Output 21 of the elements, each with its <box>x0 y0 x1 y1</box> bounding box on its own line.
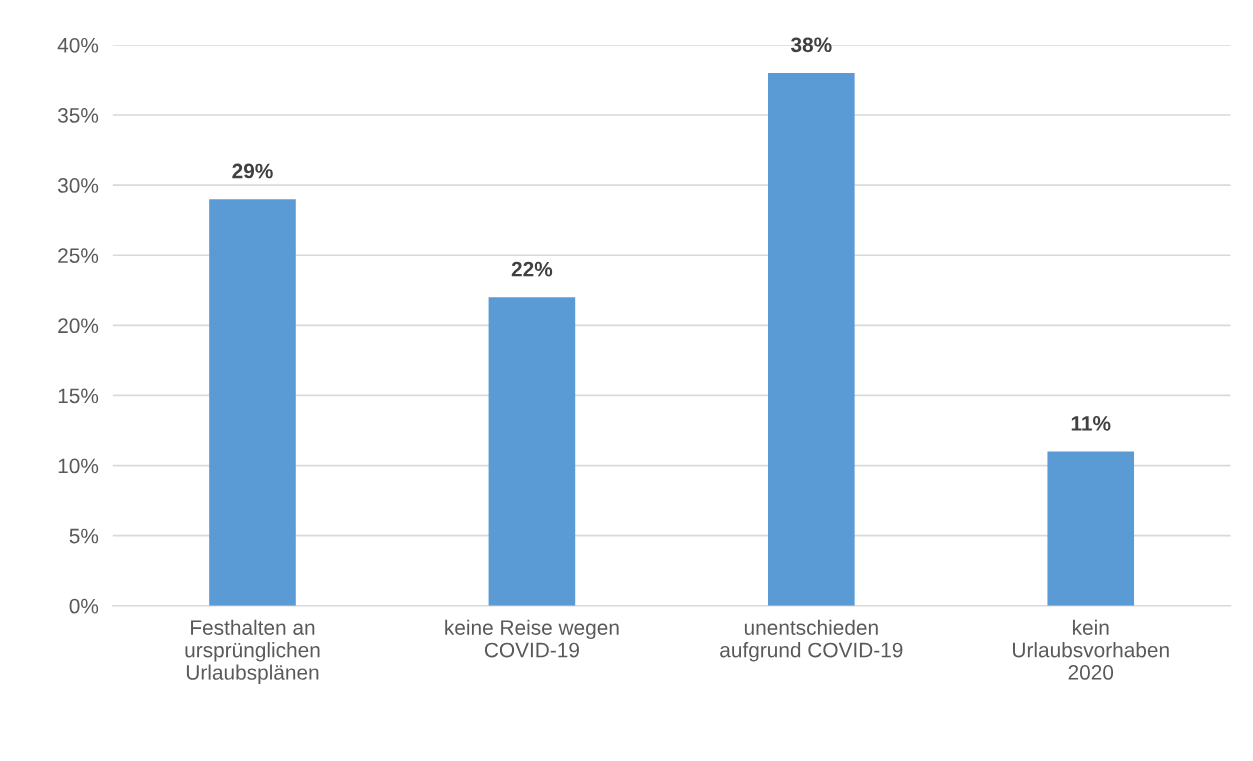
y-tick-label: 10% <box>58 458 99 474</box>
y-tick-label: 0% <box>69 598 99 614</box>
data-label: 22% <box>511 261 553 277</box>
data-label: 38% <box>790 37 832 53</box>
data-label: 29% <box>232 163 273 179</box>
y-tick-label: 25% <box>58 248 99 263</box>
bar <box>488 297 576 606</box>
bar <box>768 72 855 606</box>
y-tick-label: 20% <box>58 318 99 334</box>
x-tick-label: unentschieden aufgrund COVID-19 <box>720 619 903 662</box>
data-label: 11% <box>1071 416 1111 431</box>
bar <box>1047 451 1135 606</box>
y-tick-label: 40% <box>57 37 99 53</box>
y-tick-label: 30% <box>57 178 99 193</box>
y-tick-label: 5% <box>69 528 99 544</box>
bar <box>209 199 296 606</box>
y-tick-label: 35% <box>57 108 99 123</box>
x-tick-label: Festhalten an ursprünglichen Urlaubsplänen <box>185 619 320 684</box>
x-tick-label: keine Reise wegen COVID-19 <box>445 619 619 658</box>
y-tick-label: 15% <box>58 388 99 404</box>
x-tick-label: kein Urlaubsvorhaben 2020 <box>1013 619 1169 680</box>
